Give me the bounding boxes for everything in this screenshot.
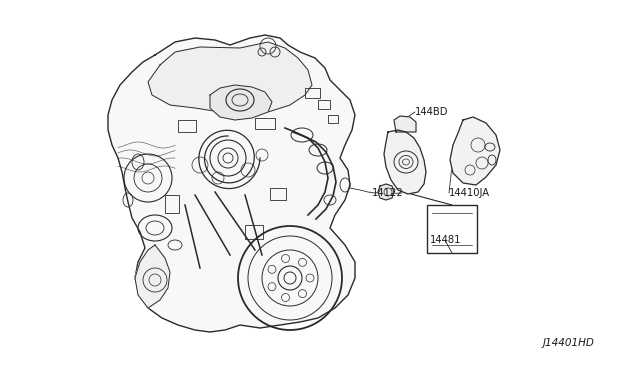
Bar <box>165 195 179 213</box>
Bar <box>427 205 477 253</box>
Text: 14122: 14122 <box>372 188 404 198</box>
Polygon shape <box>148 42 312 115</box>
Text: 14481: 14481 <box>430 235 461 245</box>
Polygon shape <box>450 117 500 185</box>
Bar <box>245 225 263 239</box>
Polygon shape <box>394 116 416 132</box>
Polygon shape <box>378 184 394 200</box>
Polygon shape <box>210 85 272 120</box>
Bar <box>270 188 286 200</box>
Text: 144BD: 144BD <box>415 107 449 117</box>
Polygon shape <box>108 35 355 332</box>
Polygon shape <box>135 245 170 308</box>
Text: J14401HD: J14401HD <box>543 338 595 348</box>
Bar <box>178 120 196 132</box>
Text: 14410JA: 14410JA <box>449 188 490 198</box>
Polygon shape <box>384 130 426 194</box>
Bar <box>255 118 275 129</box>
